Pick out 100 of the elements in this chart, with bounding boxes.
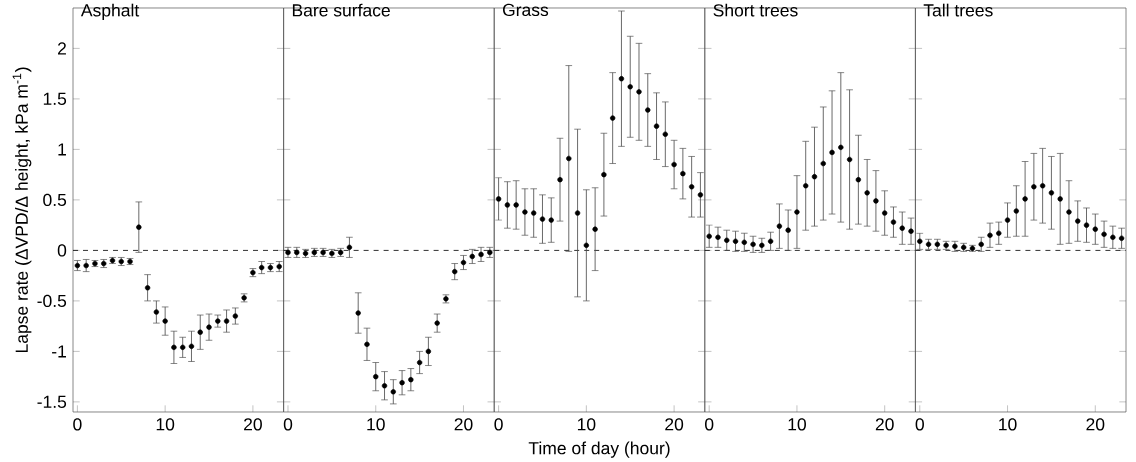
x-tick-label: 0 <box>705 418 714 431</box>
point <box>829 149 835 156</box>
point <box>864 190 870 196</box>
point <box>697 192 704 198</box>
point <box>653 123 660 129</box>
point <box>364 341 370 347</box>
point <box>908 228 914 234</box>
point <box>373 373 379 380</box>
y-axis-title: Lapse rate (ΔVPD/Δ height, kPa m$^{-1}$) <box>12 67 32 353</box>
point <box>987 232 993 238</box>
point <box>627 84 633 90</box>
point <box>978 241 984 248</box>
point <box>846 156 853 163</box>
point <box>408 376 414 383</box>
point <box>1118 235 1125 241</box>
point <box>1022 196 1028 202</box>
point <box>759 242 765 249</box>
point <box>890 219 897 225</box>
point <box>566 155 572 162</box>
point <box>469 253 475 260</box>
point <box>434 320 440 326</box>
point <box>1083 222 1090 228</box>
point <box>855 177 862 183</box>
point <box>732 238 739 244</box>
point <box>478 251 484 258</box>
point <box>917 238 923 244</box>
x-tick-label: 0 <box>494 418 503 431</box>
point <box>803 183 809 189</box>
point <box>548 217 554 223</box>
point <box>750 241 756 248</box>
point <box>1075 218 1081 224</box>
point <box>592 226 598 232</box>
x-tick-label: 10 <box>367 418 385 431</box>
point <box>1039 183 1046 189</box>
point <box>724 237 730 243</box>
point <box>899 225 905 231</box>
point <box>1110 234 1116 240</box>
point <box>996 230 1002 236</box>
point <box>662 131 668 137</box>
y-tick-label: 0.5 <box>43 193 67 207</box>
point <box>346 244 353 251</box>
point <box>610 115 616 121</box>
point <box>1031 184 1037 190</box>
point <box>355 310 361 316</box>
point <box>706 233 712 239</box>
x-axis-title: Time of day (hour) <box>528 441 670 458</box>
point <box>618 76 625 82</box>
point <box>811 173 818 180</box>
point <box>583 242 590 249</box>
point <box>1057 196 1063 202</box>
point <box>767 238 774 244</box>
point <box>144 285 151 291</box>
point <box>188 343 195 350</box>
point <box>1101 231 1107 237</box>
point <box>381 383 388 389</box>
point <box>425 348 432 355</box>
x-tick-label: 10 <box>788 418 806 431</box>
chart-title: Asphalt <box>80 3 140 20</box>
point <box>680 170 686 177</box>
y-tick-label: 2 <box>58 42 66 55</box>
point <box>162 318 168 324</box>
point <box>574 210 581 216</box>
point <box>715 234 721 240</box>
point <box>785 227 791 233</box>
point <box>206 324 212 330</box>
x-tick-label: 20 <box>244 418 262 431</box>
x-tick-label: 0 <box>73 418 82 431</box>
point <box>882 210 888 216</box>
chart-title: Short trees <box>713 3 798 17</box>
chart-title: Bare surface <box>292 3 390 17</box>
point <box>215 318 221 324</box>
point <box>531 210 537 216</box>
point <box>1048 190 1055 196</box>
x-tick-label: 0 <box>283 418 293 431</box>
point <box>513 202 519 208</box>
point <box>671 161 677 168</box>
point <box>645 107 651 113</box>
point <box>1066 209 1072 215</box>
x-tick-label: 10 <box>156 418 175 431</box>
x-tick-label: 10 <box>999 418 1017 431</box>
point <box>232 313 239 319</box>
point <box>223 318 230 324</box>
y-tick-label: 0 <box>57 244 67 257</box>
point <box>136 224 142 230</box>
point <box>1004 217 1011 223</box>
point <box>1013 208 1019 214</box>
point <box>794 209 800 215</box>
chart-title: Tall trees <box>923 3 993 17</box>
y-tick-label: -1 <box>52 345 66 358</box>
point <box>873 198 879 204</box>
point <box>153 309 160 315</box>
point <box>1092 226 1098 232</box>
chart-title: Grass <box>502 3 549 17</box>
y-tick-label: 1 <box>58 143 66 156</box>
point <box>452 268 458 275</box>
y-tick-label: -0.5 <box>37 294 67 308</box>
x-tick-label: 0 <box>915 418 924 431</box>
point <box>180 344 186 351</box>
point <box>776 223 783 229</box>
x-tick-label: 20 <box>1086 418 1105 431</box>
